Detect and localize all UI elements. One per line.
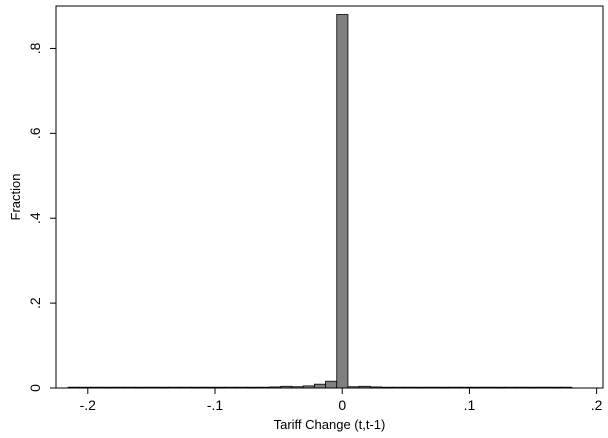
x-tick-label: .1 bbox=[464, 397, 476, 413]
x-axis-title: Tariff Change (t,t-1) bbox=[274, 417, 386, 432]
histogram-bar bbox=[313, 383, 326, 389]
histogram-bar bbox=[325, 380, 338, 389]
y-tick-label: .8 bbox=[27, 42, 43, 54]
plot-frame bbox=[55, 5, 604, 389]
y-tick-label: 0 bbox=[27, 384, 43, 392]
x-axis: -.2 -.1 0 .1 .2 bbox=[80, 388, 603, 413]
x-tick-label: 0 bbox=[338, 397, 346, 413]
x-tick-label: -.2 bbox=[80, 397, 97, 413]
y-axis-title: Fraction bbox=[8, 174, 23, 221]
y-axis: 0 .2 .4 .6 .8 bbox=[27, 42, 56, 392]
y-tick-label: .4 bbox=[27, 212, 43, 224]
y-tick-label: .6 bbox=[27, 127, 43, 139]
y-tick-label: .2 bbox=[27, 297, 43, 309]
histogram-bar bbox=[336, 14, 349, 389]
x-tick-label: .2 bbox=[591, 397, 603, 413]
x-tick-label: -.1 bbox=[207, 397, 224, 413]
